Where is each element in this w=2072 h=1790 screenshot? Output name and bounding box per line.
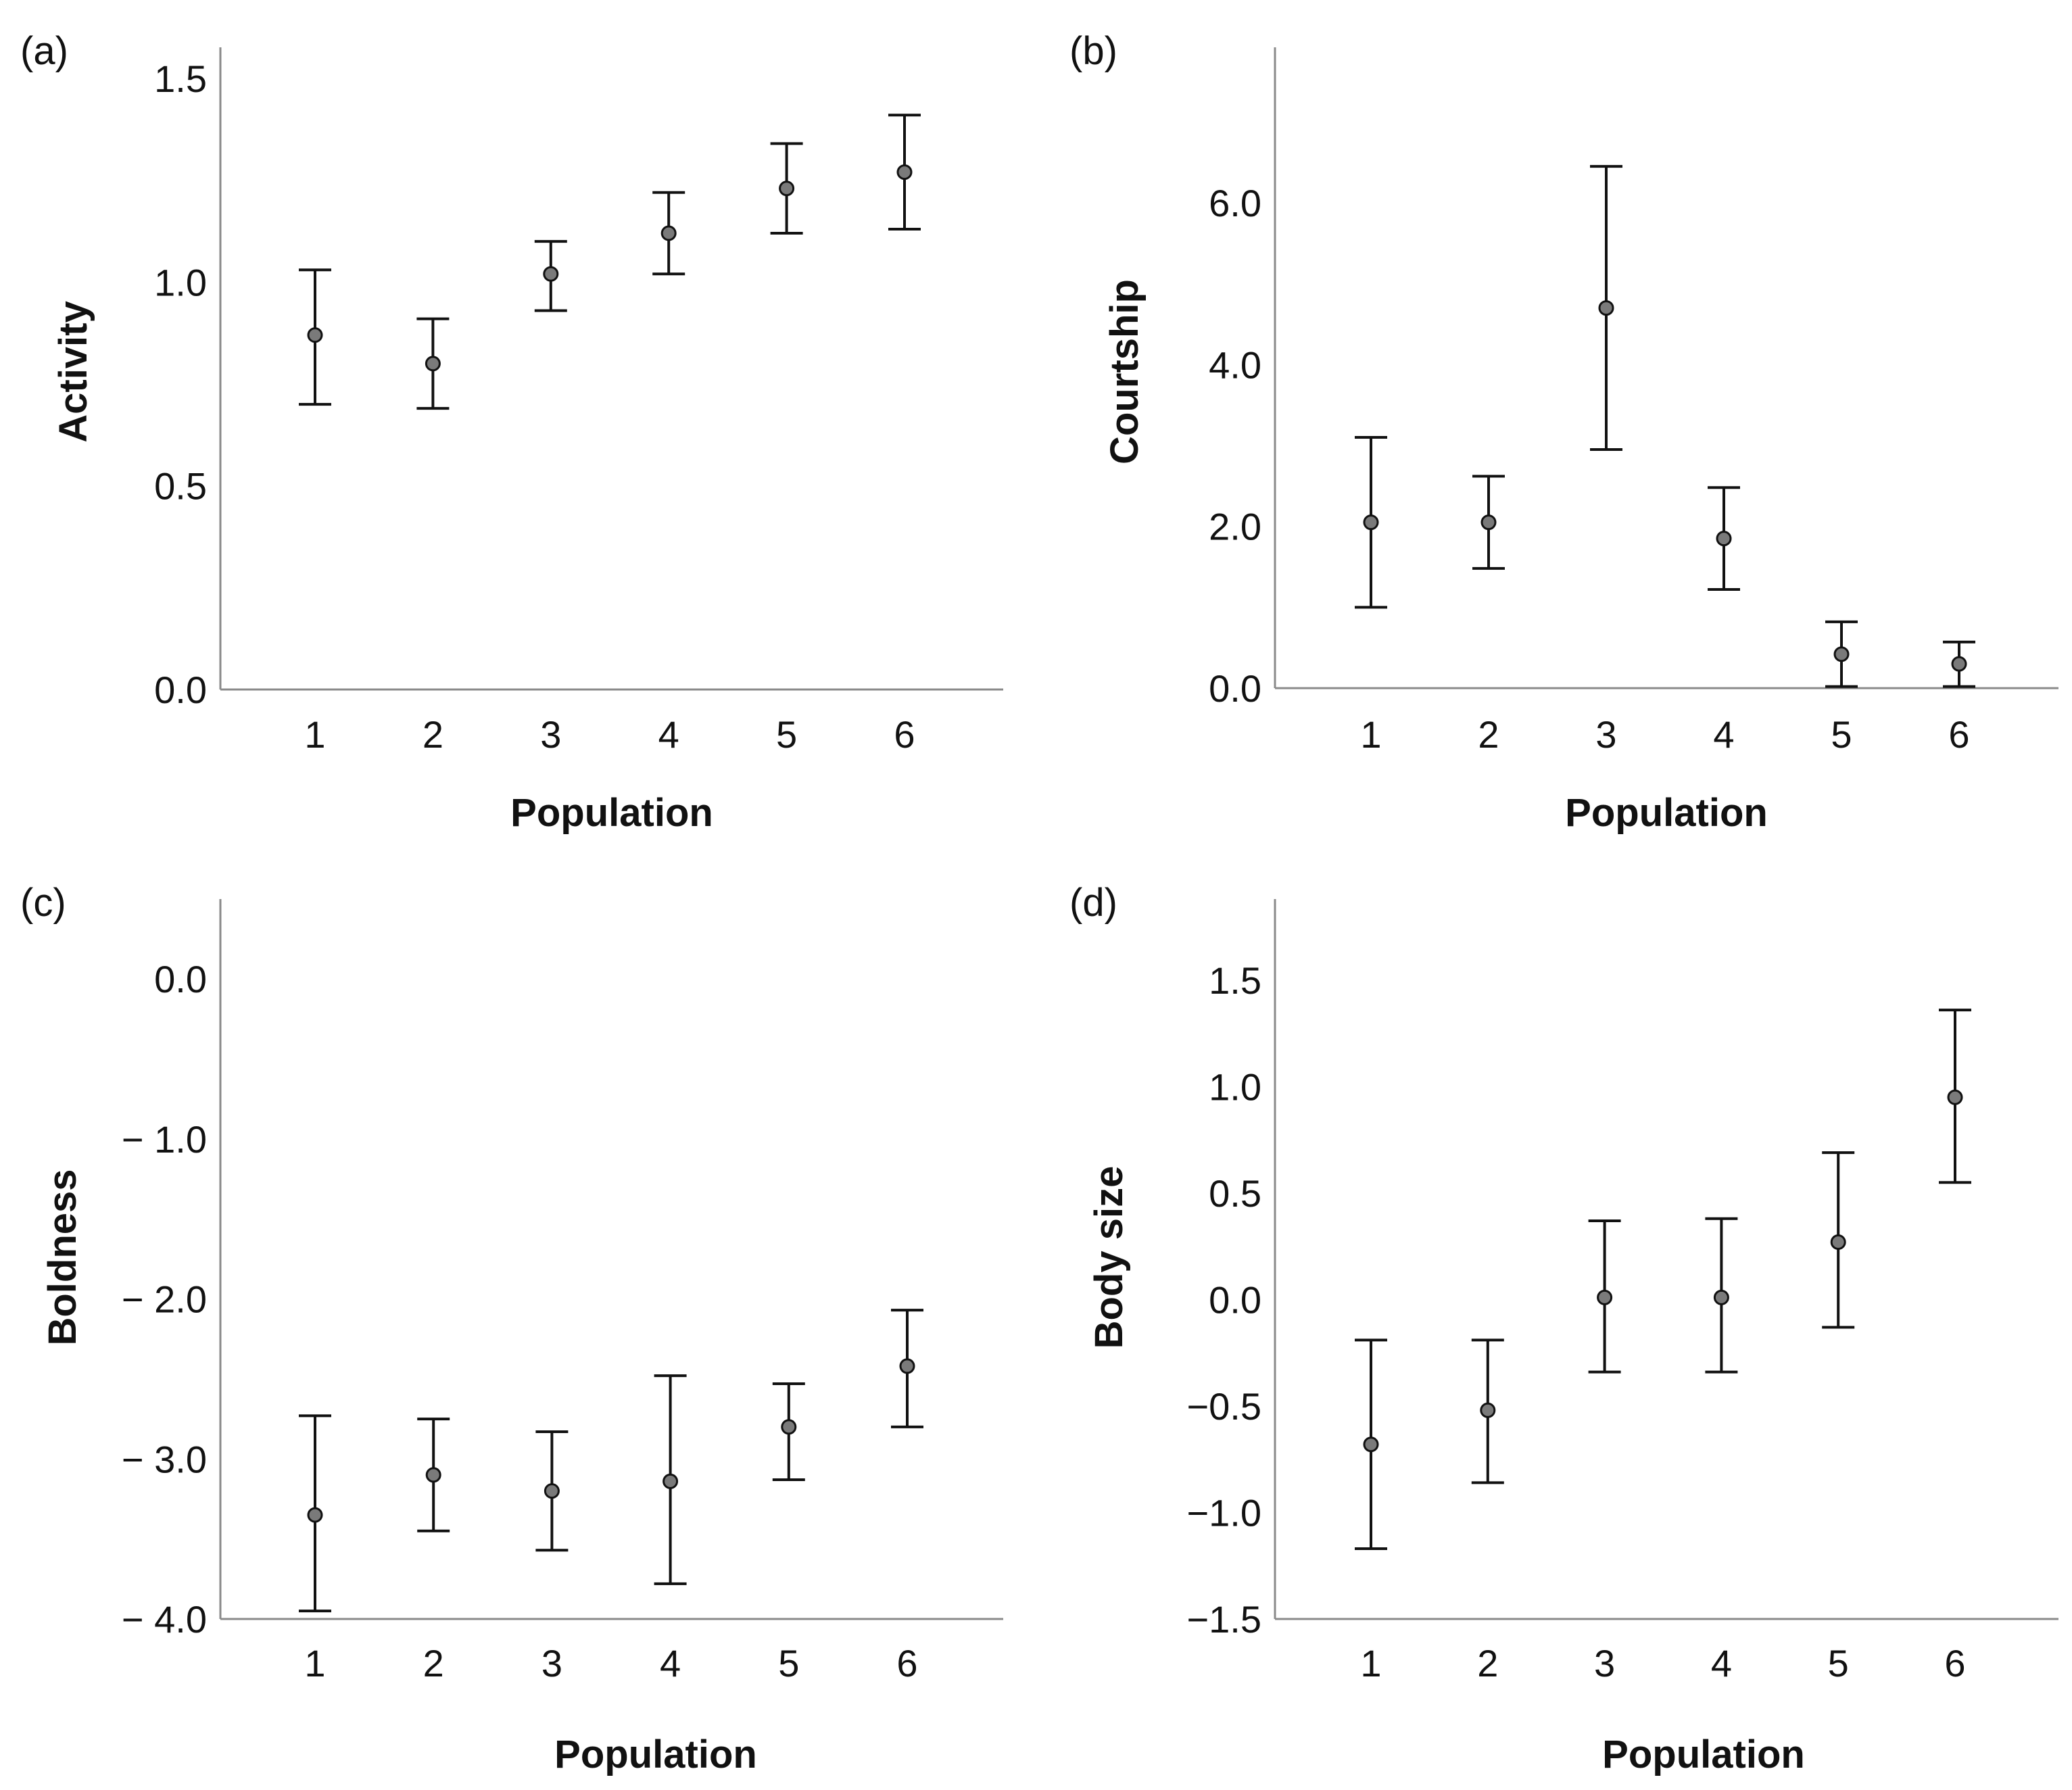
y-axis-title: Boldness (41, 1169, 85, 1345)
data-point (1363, 1436, 1379, 1453)
panel-label: (d) (1069, 881, 1117, 925)
data-point (1951, 656, 1967, 672)
y-tick-label: − 3.0 (122, 1438, 207, 1480)
y-tick-label: 1.0 (1209, 1066, 1261, 1109)
data-point (1716, 531, 1732, 547)
data-point (1713, 1289, 1729, 1305)
data-point (662, 1473, 679, 1489)
chart-panel-2: (b) 0.0 2.0 4.0 6.0 1 2 3 4 5 6 Population Courtship (1069, 29, 2058, 835)
y-tick-label: 6.0 (1209, 182, 1261, 224)
y-tick-label: −1.0 (1186, 1492, 1261, 1534)
y-tick-label: − 1.0 (122, 1118, 207, 1161)
data-point (779, 180, 795, 197)
data-point (425, 1467, 441, 1483)
x-tick-label: 1 (304, 1642, 325, 1685)
data-point (899, 1358, 915, 1374)
x-axis-title: Population (554, 1733, 757, 1776)
data-point (660, 225, 677, 241)
panel-label: (c) (20, 881, 66, 925)
data-point (307, 327, 323, 343)
data-point (1480, 514, 1497, 531)
y-tick-label: 2.0 (1209, 506, 1261, 548)
data-point (1833, 646, 1850, 662)
y-tick-label: 0.0 (154, 958, 207, 1000)
y-tick-label: 0.0 (154, 669, 207, 711)
x-tick-label: 4 (660, 1642, 681, 1685)
y-tick-label: 0.0 (1209, 667, 1261, 710)
data-point (781, 1419, 797, 1435)
x-tick-label: 6 (1948, 713, 1969, 756)
y-tick-label: 1.5 (1209, 959, 1261, 1002)
data-point (1947, 1089, 1963, 1105)
data-point (1597, 1289, 1613, 1305)
chart-panel-3: (c) − 4.0 − 3.0 − 2.0 − 1.0 0.0 1 2 3 4 5 6 Populati… (20, 881, 1003, 1776)
x-tick-label: 6 (896, 1642, 917, 1685)
x-tick-label: 4 (1713, 713, 1734, 756)
panel-label: (a) (20, 29, 68, 73)
x-axis-title: Population (1602, 1733, 1805, 1776)
data-point (896, 164, 913, 180)
y-tick-label: 1.0 (154, 261, 207, 304)
x-tick-label: 6 (894, 713, 915, 756)
y-tick-label: 0.5 (154, 465, 207, 508)
data-point (307, 1507, 323, 1523)
y-tick-label: 1.5 (154, 57, 207, 100)
y-axis-title: Body size (1087, 1166, 1131, 1349)
x-tick-label: 5 (778, 1642, 799, 1685)
x-tick-label: 5 (1828, 1642, 1849, 1685)
x-tick-label: 1 (1360, 713, 1381, 756)
data-point (1598, 300, 1614, 316)
y-tick-label: 4.0 (1209, 343, 1261, 386)
x-tick-label: 2 (1477, 1642, 1498, 1685)
x-tick-label: 4 (1711, 1642, 1732, 1685)
x-tick-label: 2 (423, 713, 443, 756)
panel-label: (b) (1069, 29, 1117, 73)
x-tick-label: 2 (423, 1642, 444, 1685)
x-tick-label: 3 (541, 1642, 562, 1685)
x-tick-label: 5 (1831, 713, 1852, 756)
y-axis-title: Courtship (1103, 279, 1147, 464)
y-tick-label: 0.5 (1209, 1172, 1261, 1215)
data-point (543, 266, 559, 282)
x-tick-label: 3 (1594, 1642, 1615, 1685)
data-point (1363, 514, 1379, 531)
x-tick-label: 4 (658, 713, 679, 756)
data-point (425, 356, 441, 372)
x-axis-title: Population (510, 791, 713, 835)
y-tick-label: −0.5 (1186, 1385, 1261, 1428)
x-tick-label: 1 (1360, 1642, 1381, 1685)
y-axis-title: Activity (51, 301, 95, 443)
x-tick-label: 5 (776, 713, 797, 756)
y-tick-label: − 4.0 (122, 1598, 207, 1641)
x-tick-label: 3 (1595, 713, 1616, 756)
x-tick-label: 1 (304, 713, 325, 756)
data-point (1480, 1402, 1496, 1418)
x-tick-label: 3 (540, 713, 561, 756)
x-tick-label: 6 (1944, 1642, 1965, 1685)
chart-panel-1: (a) 0.0 0.5 1.0 1.5 1 2 3 4 5 6 Population Activity (20, 29, 1003, 835)
data-point (1830, 1234, 1846, 1250)
chart-panel-4: (d) −1.5 −1.0 −0.5 0.0 0.5 1.0 1.5 1 2 3 4 5 6 Populat… (1069, 881, 2058, 1776)
data-point (544, 1483, 560, 1499)
y-tick-label: 0.0 (1209, 1279, 1261, 1322)
y-tick-label: − 2.0 (122, 1278, 207, 1321)
y-tick-label: −1.5 (1186, 1598, 1261, 1641)
x-axis-title: Population (1565, 791, 1768, 835)
x-tick-label: 2 (1478, 713, 1499, 756)
